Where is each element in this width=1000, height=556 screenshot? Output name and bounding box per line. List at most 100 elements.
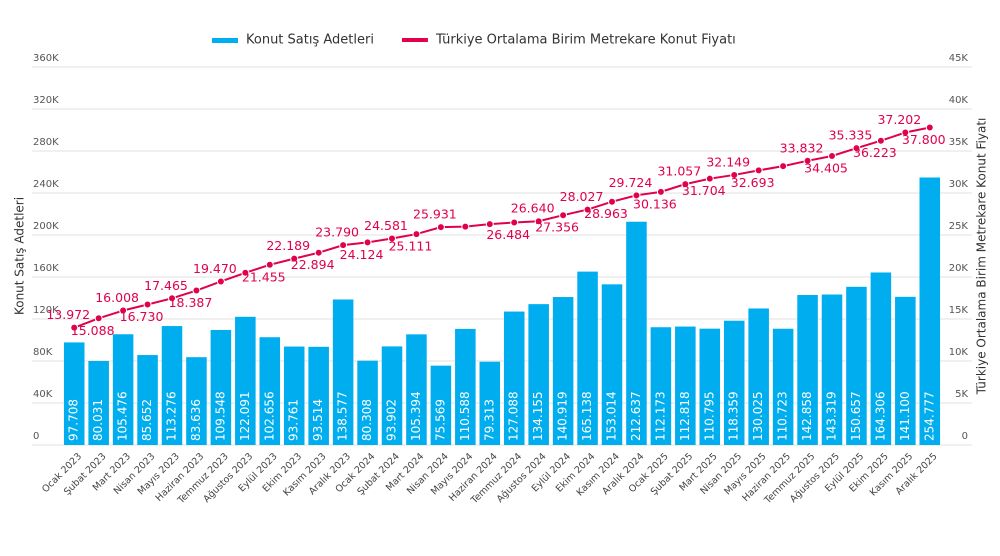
line-label: 36.223 bbox=[853, 145, 897, 160]
line-point bbox=[876, 136, 885, 145]
bar-label: 165.138 bbox=[580, 391, 594, 441]
bar bbox=[308, 346, 329, 445]
line-point bbox=[241, 268, 250, 277]
line-label: 34.405 bbox=[804, 160, 848, 175]
line-point bbox=[632, 191, 641, 200]
bar-label: 118.359 bbox=[727, 391, 741, 441]
bar bbox=[626, 221, 647, 445]
y2-tick-label: 40K bbox=[949, 95, 969, 106]
bar-label: 140.919 bbox=[556, 391, 570, 441]
bar-label: 80.031 bbox=[91, 399, 105, 441]
bar bbox=[235, 316, 256, 445]
bar bbox=[601, 284, 623, 445]
line-label: 15.088 bbox=[71, 323, 115, 338]
bar-label: 164.306 bbox=[873, 391, 887, 441]
line-label: 32.693 bbox=[731, 175, 775, 190]
bar-label: 127.088 bbox=[507, 391, 521, 441]
bar bbox=[797, 294, 818, 445]
y2-tick-label: 0 bbox=[962, 431, 968, 442]
line-label: 13.972 bbox=[46, 307, 90, 322]
line-point bbox=[901, 128, 910, 137]
line-label: 23.790 bbox=[315, 225, 359, 240]
bar bbox=[332, 299, 354, 445]
bar bbox=[430, 365, 452, 445]
line-point bbox=[583, 205, 592, 214]
line-point bbox=[265, 260, 274, 269]
y-tick-label: 320K bbox=[33, 95, 59, 106]
line-point bbox=[314, 248, 323, 257]
bar-label: 122.091 bbox=[238, 391, 252, 441]
bar-label: 83.636 bbox=[189, 399, 203, 441]
bar bbox=[455, 328, 476, 445]
bar-label: 142.858 bbox=[800, 391, 814, 441]
bar bbox=[699, 328, 721, 445]
line-label: 33.832 bbox=[780, 140, 824, 155]
bar-label: 97.708 bbox=[67, 399, 81, 441]
line-point bbox=[363, 238, 372, 247]
bar-label: 143.319 bbox=[825, 391, 839, 441]
bar bbox=[283, 346, 305, 445]
line-point bbox=[510, 218, 519, 227]
line-point bbox=[485, 220, 494, 229]
line-label: 30.136 bbox=[633, 196, 677, 211]
line-point bbox=[559, 211, 568, 220]
bar-label: 93.902 bbox=[385, 399, 399, 441]
y-tick-label: 240K bbox=[33, 179, 59, 190]
line-label: 37.800 bbox=[902, 132, 946, 147]
line-point bbox=[70, 323, 79, 332]
line-point bbox=[681, 180, 690, 189]
y-tick-label: 280K bbox=[33, 137, 59, 148]
y2-axis-title: Türkiye Ortalama Birim Metrekare Konut F… bbox=[975, 118, 989, 396]
line-label: 19.470 bbox=[193, 261, 237, 276]
line-label: 37.202 bbox=[877, 112, 921, 127]
y2-tick-label: 30K bbox=[949, 179, 969, 190]
line-label: 32.149 bbox=[706, 154, 750, 169]
bar-label: 212.637 bbox=[629, 391, 643, 441]
line-point bbox=[192, 286, 201, 295]
bar-label: 85.652 bbox=[140, 399, 154, 441]
bar-label: 150.657 bbox=[849, 391, 863, 441]
line-point bbox=[803, 156, 812, 165]
y2-tick-label: 35K bbox=[949, 137, 969, 148]
bar bbox=[723, 320, 745, 445]
line-point bbox=[852, 144, 861, 153]
line-point bbox=[730, 170, 739, 179]
line-point bbox=[779, 162, 788, 171]
line-label: 24.581 bbox=[364, 218, 408, 233]
line-label: 16.008 bbox=[95, 290, 139, 305]
bar-label: 134.155 bbox=[531, 391, 545, 441]
line-label: 31.704 bbox=[682, 183, 726, 198]
line-label: 18.387 bbox=[169, 295, 213, 310]
y2-tick-label: 5K bbox=[955, 389, 968, 400]
line-point bbox=[461, 222, 470, 231]
line-label: 31.057 bbox=[657, 164, 701, 179]
y-axis-title: Konut Satış Adetleri bbox=[13, 197, 27, 315]
y2-tick-label: 15K bbox=[949, 305, 969, 316]
line bbox=[73, 126, 930, 329]
bar bbox=[357, 360, 378, 445]
bar bbox=[870, 272, 892, 445]
bar-label: 105.476 bbox=[116, 391, 130, 441]
line-point bbox=[656, 187, 665, 196]
bar-label: 110.588 bbox=[458, 391, 472, 441]
line-point bbox=[534, 217, 543, 226]
y-tick-label: 40K bbox=[33, 389, 53, 400]
y2-tick-label: 10K bbox=[949, 347, 969, 358]
line-point bbox=[828, 151, 836, 160]
y-tick-label: 0 bbox=[33, 431, 39, 442]
bar bbox=[161, 326, 183, 445]
line-label: 16.730 bbox=[120, 309, 164, 324]
line-label: 26.640 bbox=[511, 201, 555, 216]
bar-label: 109.548 bbox=[213, 391, 227, 441]
bar-label: 93.761 bbox=[287, 399, 301, 441]
legend-swatch bbox=[212, 38, 238, 43]
line-point bbox=[119, 306, 128, 315]
bar-label: 102.656 bbox=[262, 391, 276, 441]
line-point bbox=[754, 166, 763, 175]
bar bbox=[112, 334, 134, 445]
line-label: 28.963 bbox=[584, 206, 628, 221]
bar-label: 93.514 bbox=[311, 399, 325, 441]
y2-tick-label: 20K bbox=[949, 263, 969, 274]
line-point bbox=[143, 300, 152, 309]
line-label: 22.894 bbox=[291, 257, 335, 272]
